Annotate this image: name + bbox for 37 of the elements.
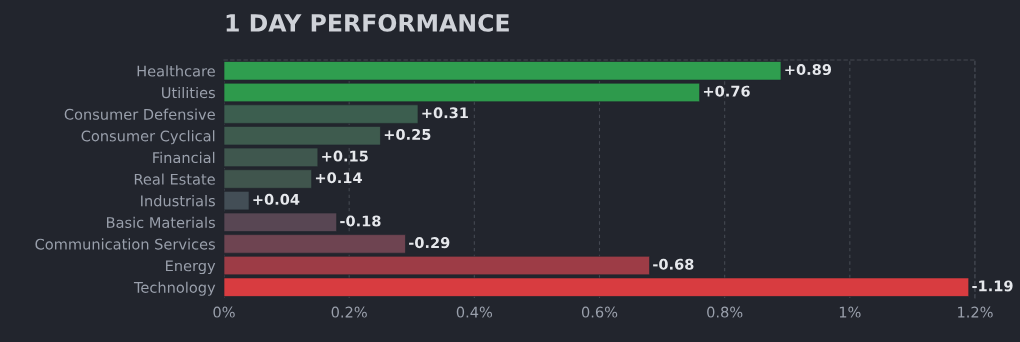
y-tick-label: Energy: [166, 260, 216, 275]
y-tick-label: Consumer Cyclical: [81, 130, 215, 145]
annotation: +0.76: [703, 85, 750, 97]
annotation: -0.29: [409, 237, 450, 249]
annotation: +0.04: [253, 193, 300, 205]
x-tick-label: 1%: [839, 306, 861, 318]
chart-title: 1 DAY PERFORMANCE: [226, 13, 509, 32]
annotation: -0.68: [653, 258, 694, 270]
annotation: +0.89: [785, 64, 832, 76]
y-tick-label: Communication Services: [35, 238, 215, 250]
y-tick-label: Industrials: [141, 195, 215, 207]
bar: [224, 277, 970, 297]
annotation: +0.14: [315, 172, 362, 184]
annotation: +0.25: [384, 128, 431, 140]
annotation: -0.18: [340, 215, 381, 227]
x-tick-label: 0.6%: [581, 306, 618, 318]
annotation: +0.31: [422, 107, 468, 119]
x-tick-label: 1.2%: [958, 306, 993, 318]
bar: [224, 255, 650, 276]
y-tick-label: Real Estate: [134, 173, 215, 185]
y-tick-label: Financial: [153, 151, 215, 164]
x-tick-label: 0.2%: [331, 306, 367, 318]
y-tick-label: Basic Materials: [107, 216, 215, 229]
annotation: -1.19: [972, 280, 1013, 292]
x-tick-label: 0%: [213, 306, 235, 318]
annotation: +0.15: [322, 150, 368, 162]
y-tick-label: Utilities: [162, 86, 215, 99]
x-tick-label: 0.4%: [456, 306, 493, 318]
bar: [224, 104, 419, 124]
y-tick-label: Healthcare: [137, 65, 215, 77]
bar: [224, 234, 406, 254]
y-tick-label: Technology: [133, 281, 216, 296]
bar: [224, 61, 782, 81]
x-tick-label: 0.8%: [707, 306, 743, 318]
bar: [224, 82, 700, 103]
y-tick-label: Consumer Defensive: [64, 108, 215, 120]
bar: [224, 169, 312, 189]
